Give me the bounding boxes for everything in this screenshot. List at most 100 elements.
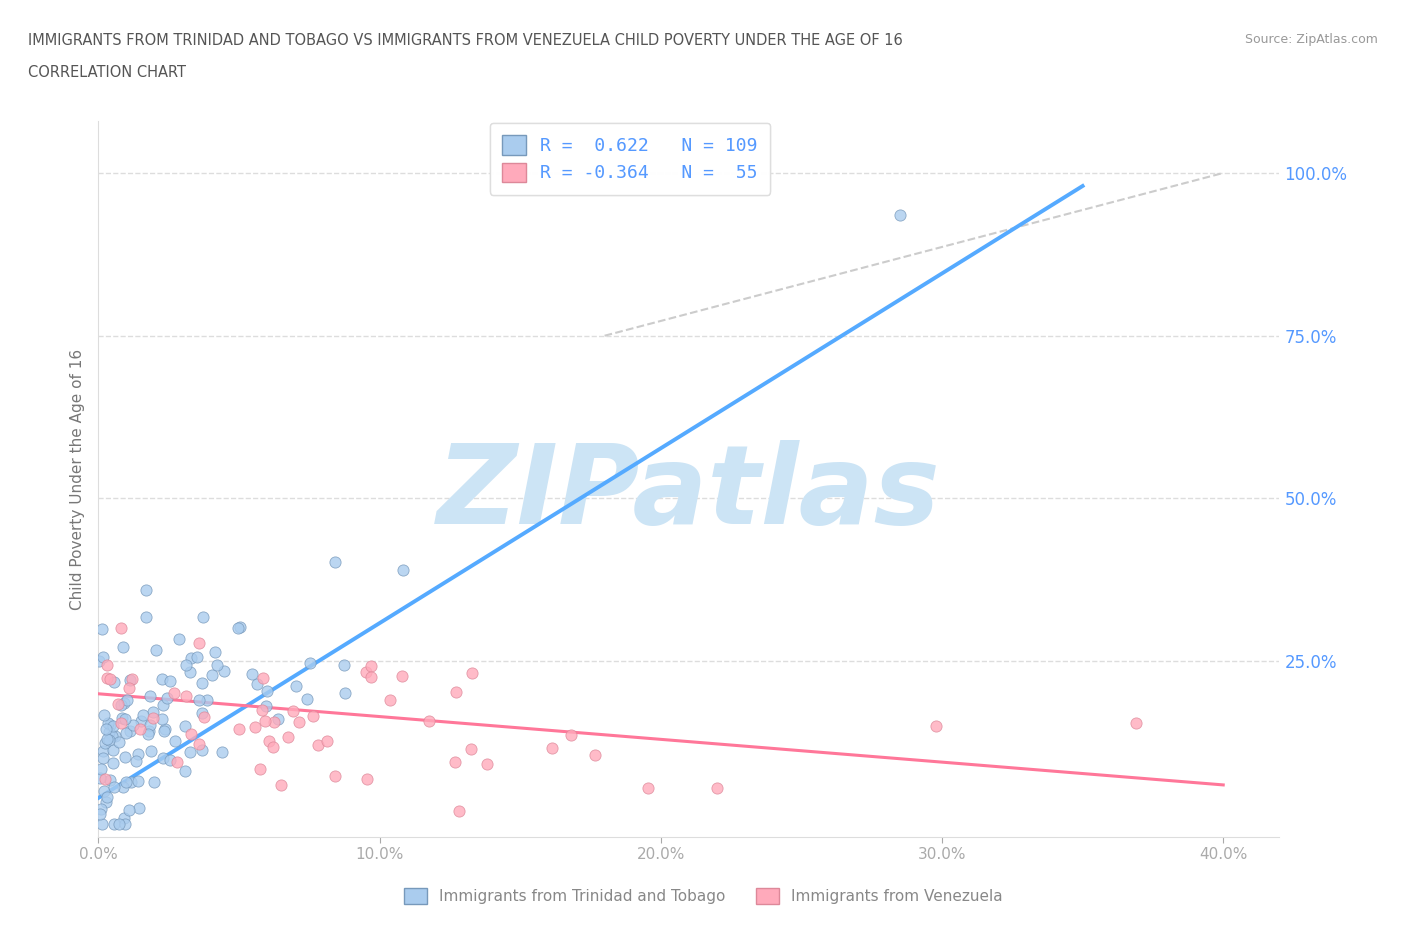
Point [211, 744, 233, 759]
Point [180, 650, 202, 665]
Point [229, 619, 252, 634]
Point [152, 751, 174, 765]
Point [191, 742, 214, 757]
Point [90, 762, 112, 777]
Point [360, 658, 382, 673]
Point [98, 732, 121, 747]
Point [159, 752, 181, 767]
Point [925, 719, 948, 734]
Point [90, 817, 112, 831]
Point [266, 711, 288, 726]
Point [118, 681, 141, 696]
Point [461, 666, 484, 681]
Point [103, 817, 125, 831]
Point [187, 737, 209, 751]
Point [201, 668, 224, 683]
Point [191, 705, 214, 720]
Point [89, 771, 111, 786]
Point [127, 774, 149, 789]
Point [447, 804, 470, 818]
Point [101, 719, 124, 734]
Point [94, 771, 117, 786]
Point [191, 676, 214, 691]
Point [108, 734, 131, 749]
Point [91, 751, 114, 765]
Point [139, 718, 162, 733]
Point [179, 664, 201, 679]
Point [103, 674, 125, 689]
Point [98, 718, 121, 733]
Point [243, 719, 266, 734]
Point [128, 801, 150, 816]
Point [87, 654, 110, 669]
Point [100, 728, 122, 743]
Point [284, 678, 307, 693]
Point [129, 713, 152, 728]
Point [97, 715, 120, 730]
Point [153, 724, 176, 738]
Point [127, 746, 149, 761]
Point [205, 658, 228, 673]
Point [188, 693, 211, 708]
Point [115, 775, 138, 790]
Point [186, 649, 208, 664]
Point [307, 737, 329, 752]
Point [315, 734, 337, 749]
Point [142, 711, 165, 725]
Point [96, 722, 118, 737]
Point [90, 621, 112, 636]
Point [323, 768, 346, 783]
Point [560, 727, 582, 742]
Point [110, 711, 132, 725]
Point [152, 698, 174, 712]
Point [333, 685, 356, 700]
Point [257, 733, 280, 748]
Point [444, 754, 467, 769]
Point [297, 691, 319, 706]
Point [145, 643, 167, 658]
Point [98, 671, 121, 686]
Point [246, 677, 269, 692]
Point [111, 779, 134, 794]
Point [356, 772, 378, 787]
Point [124, 753, 146, 768]
Point [193, 610, 215, 625]
Point [193, 709, 215, 724]
Point [96, 790, 118, 804]
Point [135, 582, 157, 597]
Point [477, 756, 499, 771]
Point [163, 734, 186, 749]
Point [104, 728, 127, 743]
Point [91, 650, 114, 665]
Point [114, 817, 136, 831]
Point [159, 673, 181, 688]
Point [110, 620, 132, 635]
Point [153, 722, 176, 737]
Point [277, 730, 299, 745]
Point [98, 772, 121, 787]
Point [121, 671, 143, 686]
Point [187, 635, 209, 650]
Point [333, 658, 356, 672]
Point [93, 708, 115, 723]
Point [253, 713, 276, 728]
Point [101, 755, 124, 770]
Point [240, 667, 263, 682]
Point [114, 749, 136, 764]
Point [174, 689, 197, 704]
Point [129, 722, 152, 737]
Point [139, 743, 162, 758]
Point [107, 697, 129, 711]
Point [541, 740, 564, 755]
Point [118, 803, 141, 817]
Text: ZIPatlas: ZIPatlas [437, 440, 941, 547]
Point [115, 692, 138, 707]
Point [98, 724, 121, 739]
Point [173, 764, 195, 778]
Point [204, 645, 226, 660]
Point [166, 755, 188, 770]
Text: IMMIGRANTS FROM TRINIDAD AND TOBAGO VS IMMIGRANTS FROM VENEZUELA CHILD POVERTY U: IMMIGRANTS FROM TRINIDAD AND TOBAGO VS I… [28, 33, 903, 47]
Point [112, 810, 135, 825]
Point [112, 696, 135, 711]
Point [114, 711, 136, 726]
